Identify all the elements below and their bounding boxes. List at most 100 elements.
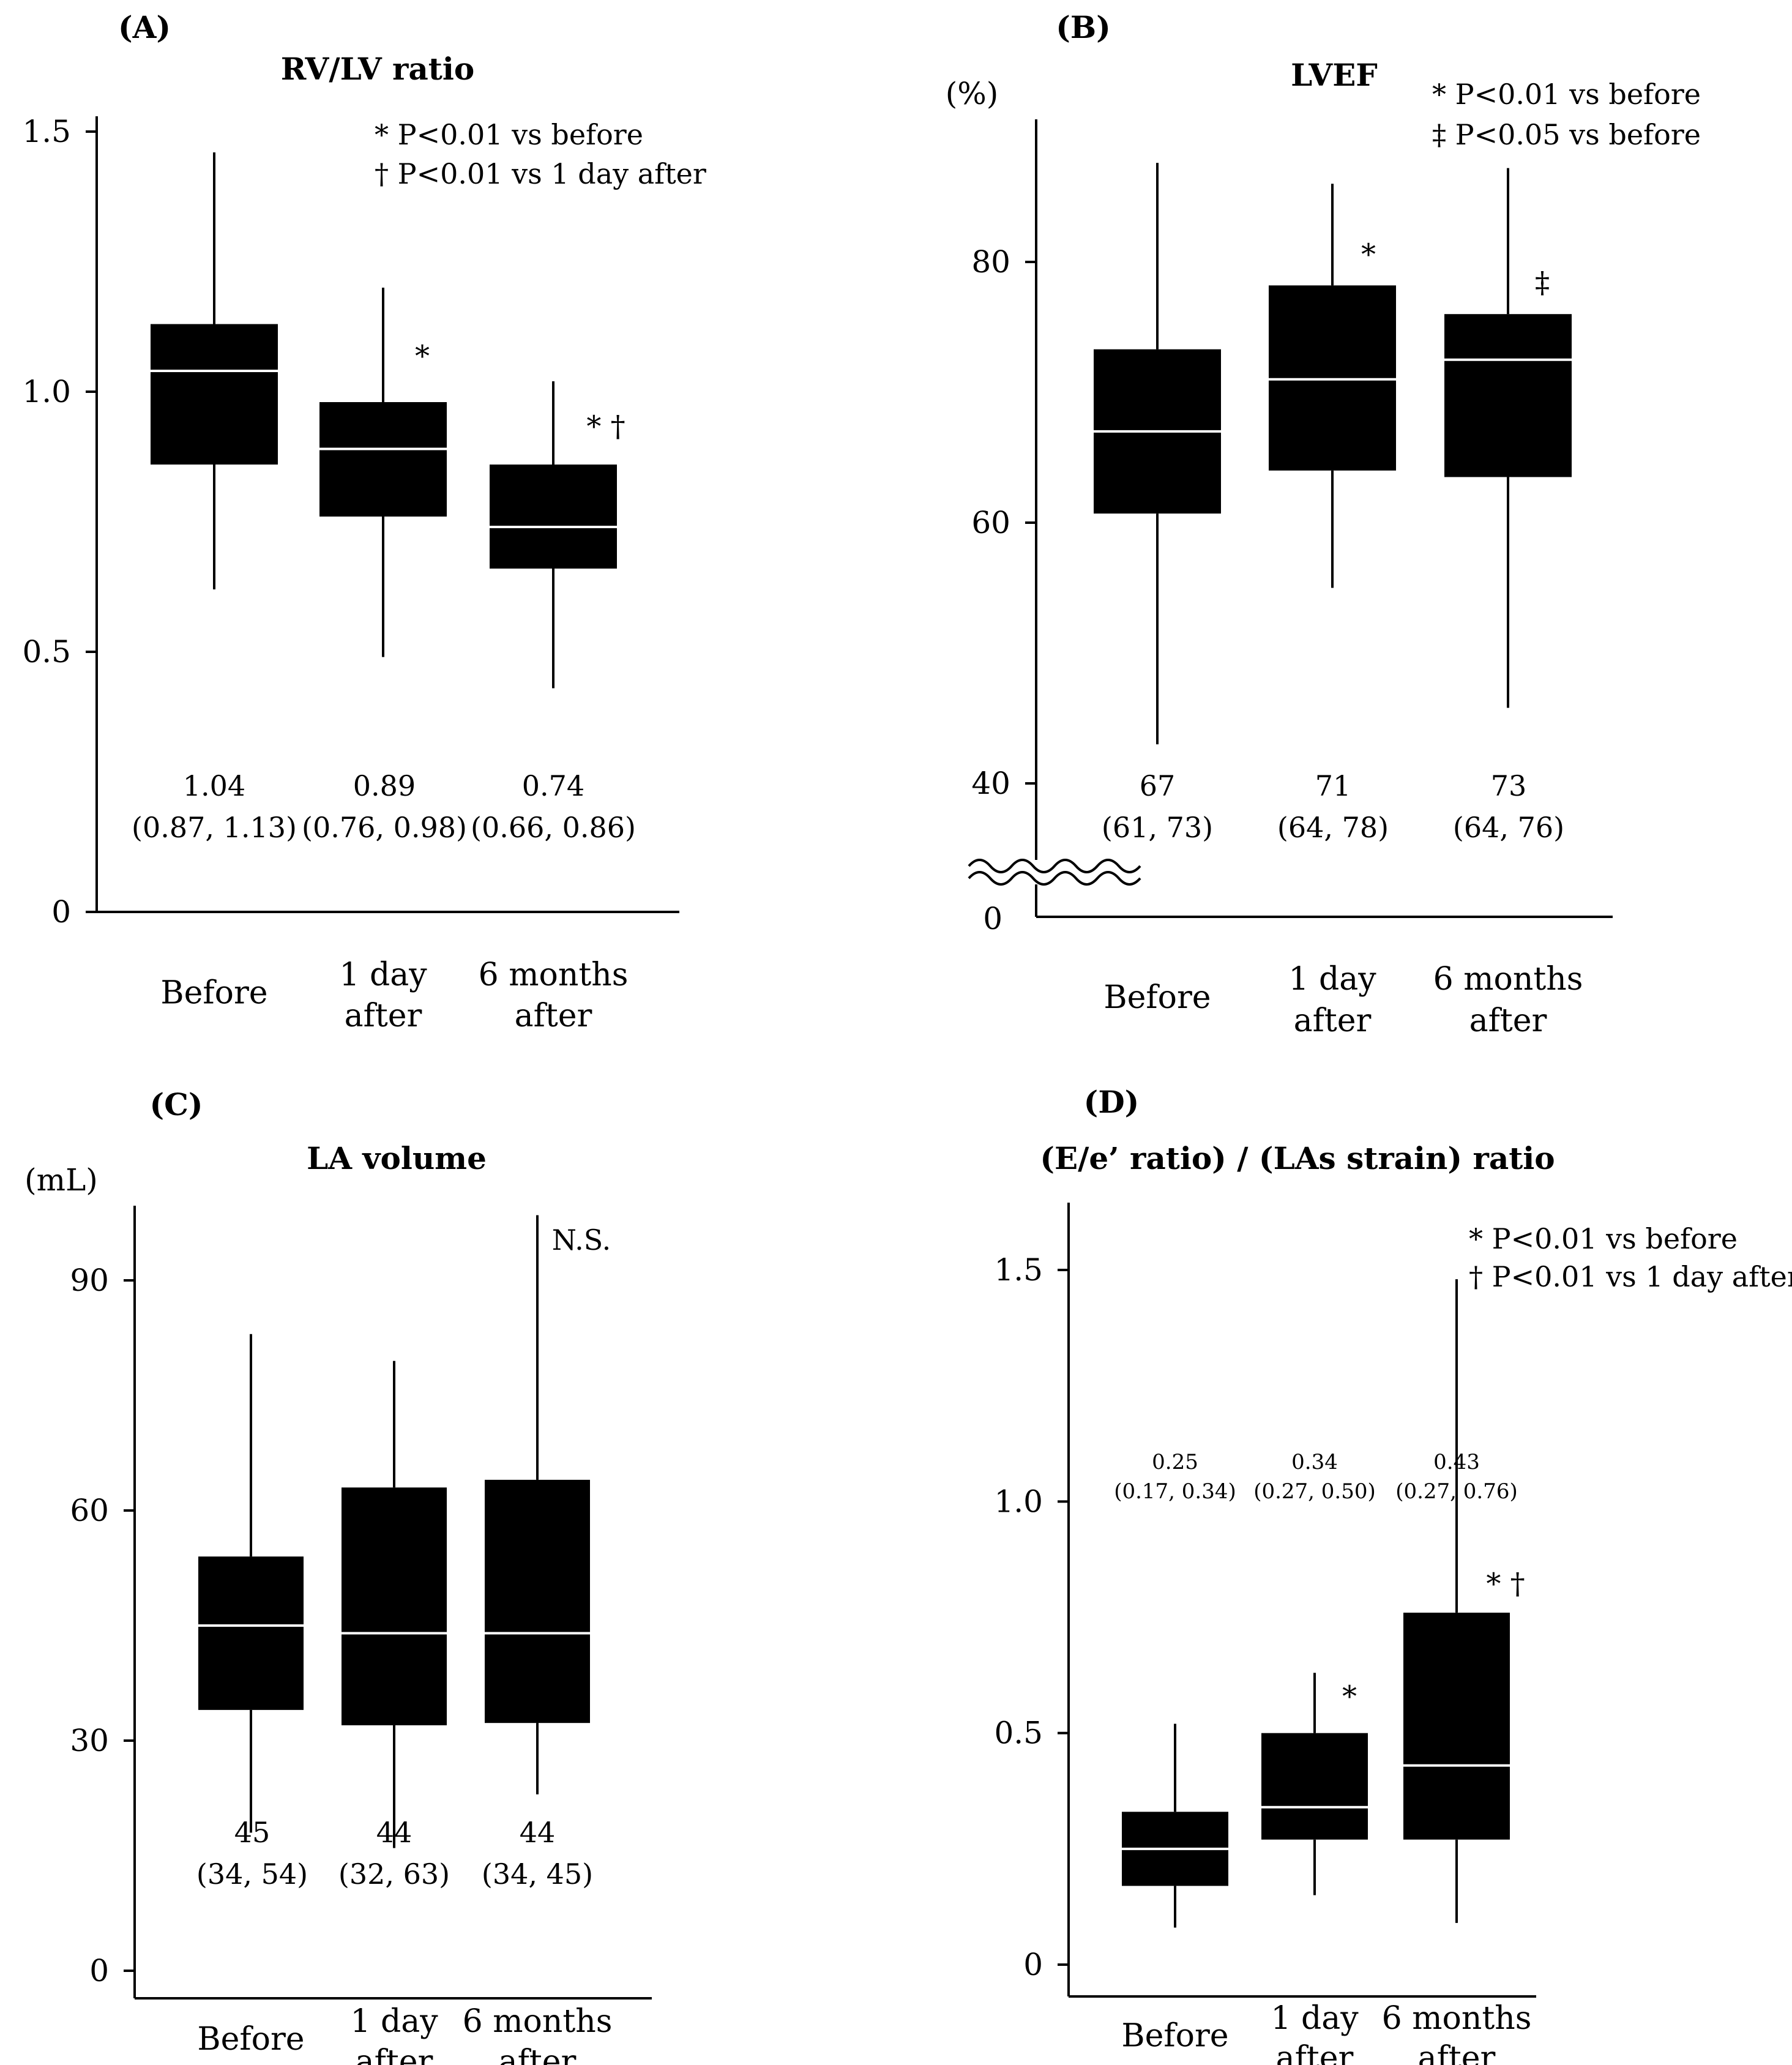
chart-title: RV/LV ratio [281, 51, 474, 87]
x-category-label: 1 day after [339, 957, 427, 1034]
x-category-line: 6 months [463, 2003, 613, 2040]
iqr-value-label: (32, 63) [338, 1858, 450, 1891]
panel-c: (C) LA volume (mL) 0 30 60 90 N.S. 45 (34, 54) 44 (… [24, 1086, 652, 2065]
panel-label: (B) [1056, 9, 1111, 45]
median-value-label: 0.74 [522, 769, 584, 802]
box-1 [1122, 1723, 1228, 1928]
y-tick-label: 60 [70, 1493, 109, 1528]
y-tick-label: 0 [89, 1953, 109, 1988]
y-tick-label: 1.5 [22, 114, 71, 149]
iqr-box [342, 1487, 447, 1725]
x-category-label: 1 day after [1288, 961, 1376, 1039]
y-axis-unit: (%) [946, 76, 999, 111]
box-1 [198, 1334, 304, 1833]
median-value-label: 67 [1140, 769, 1176, 802]
panel-label: (A) [118, 9, 171, 45]
median-value-label: 0.34 [1291, 1450, 1338, 1474]
y-tick-label: 1.0 [994, 1484, 1043, 1519]
significance-mark: N.S. [552, 1223, 611, 1257]
y-tick-label: 0.5 [994, 1716, 1043, 1751]
x-category-label: 6 months after [1382, 2000, 1532, 2065]
significance-legend: ‡ P<0.05 vs before [1432, 118, 1701, 151]
significance-legend: * P<0.01 vs before [375, 118, 643, 151]
y-axis-unit: (mL) [24, 1162, 98, 1198]
y-tick-label: 1.0 [22, 374, 71, 409]
x-category-label: Before [1121, 2018, 1228, 2055]
chart-title: (E/e’ ratio) / (LAs strain) ratio [1040, 1140, 1555, 1176]
median-value-label: 44 [376, 1816, 413, 1849]
median-value-label: 73 [1491, 769, 1527, 802]
x-category-label: Before [160, 975, 267, 1012]
significance-mark: * [1361, 237, 1376, 272]
iqr-value-label: (0.66, 0.86) [471, 811, 636, 844]
y-tick-label: 0 [1023, 1947, 1043, 1982]
x-category-line: after [1294, 1003, 1372, 1039]
iqr-box [490, 465, 617, 569]
x-category-label: 6 months after [1433, 961, 1583, 1039]
iqr-value-label: (0.17, 0.34) [1114, 1479, 1236, 1504]
box-3: * † [490, 381, 625, 689]
y-tick-label: 1.5 [994, 1252, 1043, 1288]
axis-break-wave [968, 871, 1141, 886]
median-value-label: 0.43 [1433, 1450, 1480, 1474]
iqr-value-label: (0.27, 0.50) [1253, 1479, 1376, 1504]
y-tick-label-zero: 0 [983, 901, 1002, 936]
x-category-line: 1 day [1271, 2000, 1359, 2037]
y-tick-label: 30 [70, 1723, 109, 1758]
panel-d: (D) (E/e’ ratio) / (LAs strain) ratio 0 0.5… [994, 1084, 1792, 2065]
x-category-label: 1 day after [1271, 2000, 1359, 2065]
iqr-value-label: (0.87, 1.13) [132, 811, 297, 844]
box-2: * [1269, 184, 1396, 588]
iqr-box [151, 324, 278, 465]
x-category-line: 1 day [350, 2003, 438, 2040]
significance-mark: ‡ [1535, 266, 1550, 300]
iqr-value-label: (61, 73) [1102, 811, 1213, 844]
chart-title: LVEF [1291, 57, 1378, 93]
x-category-label: Before [1103, 979, 1211, 1016]
iqr-value-label: (0.76, 0.98) [302, 811, 467, 844]
panel-label: (D) [1084, 1084, 1140, 1120]
median-value-label: 44 [520, 1816, 556, 1849]
iqr-value-label: (34, 45) [482, 1858, 593, 1891]
axis-break-wave [968, 859, 1141, 873]
box-2 [342, 1361, 447, 1848]
iqr-box [1444, 314, 1572, 477]
significance-mark: * [1342, 1679, 1357, 1714]
x-category-line: after [499, 2044, 577, 2065]
iqr-box [485, 1479, 590, 1723]
significance-legend: * P<0.01 vs before [1432, 78, 1701, 111]
iqr-value-label: (64, 76) [1453, 811, 1564, 844]
x-category-label: 6 months after [463, 2003, 613, 2065]
x-category-line: 6 months [1433, 961, 1583, 998]
x-category-line: 6 months [479, 957, 629, 993]
median-value-label: 71 [1315, 769, 1351, 802]
x-category-line: 6 months [1382, 2000, 1532, 2037]
significance-mark: * † [1486, 1567, 1525, 1601]
box-3: * † [1403, 1279, 1525, 1923]
y-tick-label: 0.5 [22, 634, 71, 670]
x-category-line: after [515, 998, 592, 1034]
y-tick-label: 80 [971, 244, 1010, 280]
box-2: * [1261, 1673, 1368, 1895]
median-value-label: 0.89 [353, 769, 416, 802]
x-category-label: 6 months after [479, 957, 629, 1034]
significance-legend: † P<0.01 vs 1 day after [1469, 1260, 1792, 1293]
panel-b: (B) LVEF (%) 40 60 80 0 * ‡ 67 (61, 73) 71 (64, 78) 7… [946, 9, 1701, 1039]
x-category-line: after [1469, 1003, 1547, 1039]
panel-label: (C) [149, 1086, 203, 1122]
box-1 [151, 152, 278, 589]
box-3: ‡ [1444, 168, 1572, 708]
significance-legend: † P<0.01 vs 1 day after [375, 157, 706, 190]
chart-title: LA volume [307, 1140, 487, 1176]
significance-mark: * [415, 339, 430, 373]
box-2: * [319, 288, 447, 657]
iqr-value-label: (64, 78) [1277, 811, 1389, 844]
iqr-value-label: (0.27, 0.76) [1395, 1479, 1518, 1504]
y-tick-label: 0 [51, 894, 71, 930]
iqr-box [1403, 1612, 1510, 1840]
iqr-box [319, 402, 447, 517]
y-tick-label: 90 [70, 1263, 109, 1298]
x-category-label: Before [197, 2021, 304, 2058]
y-tick-label: 60 [971, 505, 1010, 540]
